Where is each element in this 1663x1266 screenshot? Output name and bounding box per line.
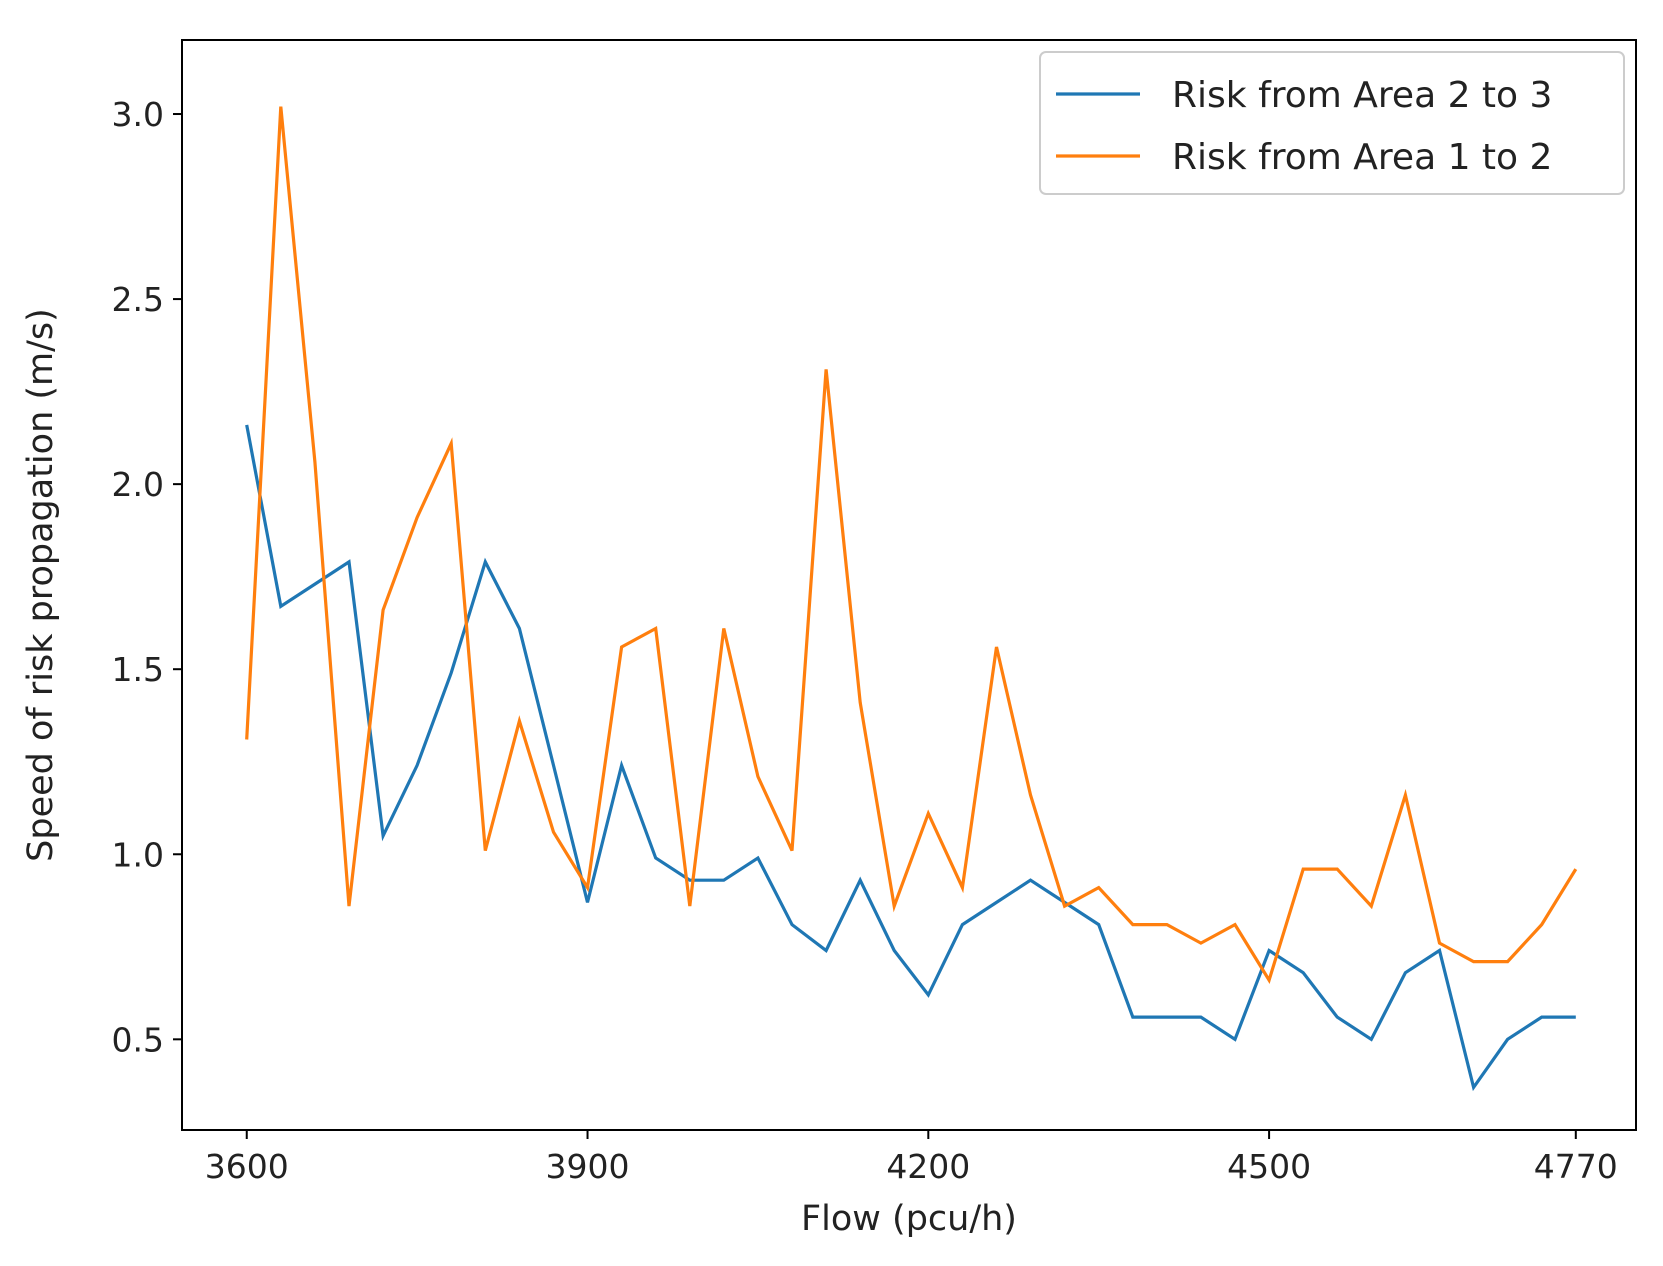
series-layer <box>245 106 1578 1092</box>
y-tick-label: 1.0 <box>112 835 164 874</box>
y-tick-label: 3.0 <box>112 95 164 134</box>
x-tick-label: 3900 <box>546 1147 630 1186</box>
legend: Risk from Area 2 to 3 Risk from Area 1 to… <box>1039 51 1625 195</box>
plot-frame <box>181 39 1637 1131</box>
y-tick-label: 1.5 <box>112 650 164 689</box>
y-tick-label: 2.5 <box>112 280 164 319</box>
x-tick-label: 4500 <box>1227 1147 1311 1186</box>
x-axis-label: Flow (pcu/h) <box>801 1199 1017 1239</box>
x-axis: 3600 3900 4200 4500 4770 <box>205 1130 1618 1186</box>
x-tick-label: 4770 <box>1534 1147 1618 1186</box>
y-axis: 0.5 1.0 1.5 2.0 2.5 3.0 <box>112 95 182 1059</box>
x-tick-label: 3600 <box>205 1147 289 1186</box>
x-tick-label: 4200 <box>886 1147 970 1186</box>
legend-label-1: Risk from Area 2 to 3 <box>1172 75 1552 116</box>
legend-label-2: Risk from Area 1 to 2 <box>1172 137 1552 178</box>
series-line-2 <box>245 106 1578 984</box>
y-tick-label: 2.0 <box>112 465 164 504</box>
y-axis-label: Speed of risk propagation (m/s) <box>21 308 61 862</box>
y-tick-label: 0.5 <box>112 1020 164 1059</box>
legend-box <box>1039 51 1625 195</box>
series-line-1 <box>245 424 1576 1092</box>
